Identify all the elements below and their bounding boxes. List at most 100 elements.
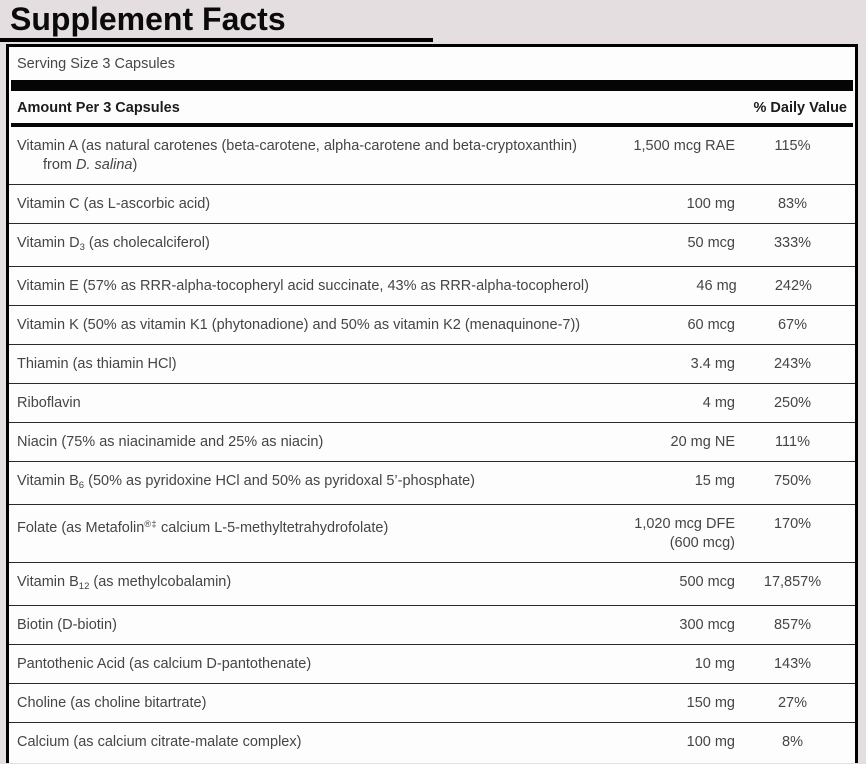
nutrient-dv: 243%: [773, 356, 812, 372]
label-segment: Thiamin (as thiamin HCl): [17, 356, 177, 372]
table-row: Choline (as choline bitartrate) 150 mg 2…: [9, 683, 855, 722]
amount-line: 46 mg: [696, 278, 737, 294]
nutrient-name: Biotin (D-biotin): [17, 616, 585, 635]
thick-divider-bar: [11, 80, 853, 91]
nutrient-amount: 100 mg: [585, 733, 735, 752]
label-segment: from: [43, 157, 77, 173]
label-line: Vitamin C (as L-ascorbic acid): [17, 195, 585, 214]
amount-line: 1,500 mcg RAE: [633, 138, 735, 154]
label-segment: Vitamin D: [17, 235, 80, 251]
label-line: Riboflavin: [17, 394, 585, 413]
label-segment: Vitamin K (50% as vitamin K1 (phytonadio…: [17, 317, 581, 333]
amount-line: 500 mcg: [679, 574, 735, 590]
nutrient-amount: 46 mg: [589, 277, 737, 296]
nutrient-dv: 170%: [773, 516, 812, 532]
label-segment: Biotin (D-biotin): [17, 617, 117, 633]
table-row: Vitamin A (as natural carotenes (beta-ca…: [9, 127, 855, 184]
label-segment: Vitamin B: [17, 473, 79, 489]
table-row: Riboflavin 4 mg 250%: [9, 383, 855, 422]
label-segment: (as cholecalciferol): [84, 235, 210, 251]
table-row: Vitamin K (50% as vitamin K1 (phytonadio…: [9, 305, 855, 344]
nutrient-dv: 83%: [777, 196, 808, 212]
nutrient-amount: 300 mcg: [585, 616, 735, 635]
nutrient-dv: 111%: [775, 434, 810, 450]
nutrient-dv: 143%: [773, 656, 812, 672]
daily-value-header: % Daily Value: [753, 100, 848, 116]
nutrient-dv: 8%: [782, 734, 803, 750]
table-row: Niacin (75% as niacinamide and 25% as ni…: [9, 422, 855, 461]
label-line: from D. salina): [17, 156, 585, 175]
label-line: Vitamin K (50% as vitamin K1 (phytonadio…: [17, 316, 585, 335]
table-row: Thiamin (as thiamin HCl) 3.4 mg 243%: [9, 344, 855, 383]
label-segment: Vitamin E (57% as RRR-alpha-tocopheryl a…: [17, 278, 589, 294]
nutrient-amount: 500 mcg: [585, 573, 735, 592]
label-segment: 6: [78, 480, 85, 491]
nutrient-name: Niacin (75% as niacinamide and 25% as ni…: [17, 433, 585, 452]
label-segment: (50% as pyridoxine HCl and 50% as pyrido…: [84, 473, 475, 489]
nutrient-amount: 150 mg: [585, 694, 735, 713]
label-line: Biotin (D-biotin): [17, 616, 585, 635]
table-row: Vitamin B6 (50% as pyridoxine HCl and 50…: [9, 461, 855, 504]
nutrient-amount: 50 mcg: [585, 234, 735, 253]
amount-line: 60 mcg: [687, 317, 735, 333]
nutrient-name: Pantothenic Acid (as calcium D-pantothen…: [17, 655, 585, 674]
amount-line: 4 mg: [702, 395, 735, 411]
label-segment: (as methylcobalamin): [89, 574, 232, 590]
amount-line: 1,020 mcg DFE: [634, 516, 735, 532]
nutrient-rows: Vitamin A (as natural carotenes (beta-ca…: [9, 127, 855, 761]
table-row: Biotin (D-biotin) 300 mcg 857%: [9, 605, 855, 644]
table-row: Vitamin D3 (as cholecalciferol) 50 mcg 3…: [9, 223, 855, 266]
label-segment: D. salina: [76, 157, 133, 173]
label-segment: ): [132, 157, 138, 173]
amount-line: 50 mcg: [687, 235, 735, 251]
nutrient-name: Vitamin B6 (50% as pyridoxine HCl and 50…: [17, 472, 585, 495]
table-header-row: Amount Per 3 Capsules % Daily Value: [9, 91, 855, 123]
label-line: Vitamin B6 (50% as pyridoxine HCl and 50…: [17, 472, 585, 495]
label-segment: 3: [79, 242, 85, 253]
nutrient-name: Vitamin C (as L-ascorbic acid): [17, 195, 585, 214]
nutrient-name: Calcium (as calcium citrate-malate compl…: [17, 733, 585, 752]
label-line: Vitamin D3 (as cholecalciferol): [17, 234, 585, 257]
table-row: Vitamin E (57% as RRR-alpha-tocopheryl a…: [9, 266, 855, 305]
nutrient-amount: 1,500 mcg RAE: [585, 137, 735, 156]
nutrient-dv: 333%: [773, 235, 812, 251]
nutrient-name: Choline (as choline bitartrate): [17, 694, 585, 713]
nutrient-name: Vitamin E (57% as RRR-alpha-tocopheryl a…: [17, 277, 589, 296]
nutrient-amount: 20 mg NE: [585, 433, 735, 452]
nutrient-amount: 1,020 mcg DFE (600 mcg): [585, 515, 735, 553]
nutrient-dv: 250%: [773, 395, 812, 411]
label-segment: Pantothenic Acid (as calcium D-pantothen…: [17, 656, 312, 672]
label-line: Pantothenic Acid (as calcium D-pantothen…: [17, 655, 585, 674]
label-line: Vitamin E (57% as RRR-alpha-tocopheryl a…: [17, 277, 589, 296]
label-segment: Choline (as choline bitartrate): [17, 695, 207, 711]
label-segment: Folate (as Metafolin: [17, 520, 145, 536]
nutrient-amount: 15 mg: [585, 472, 735, 491]
amount-line: 100 mg: [686, 196, 735, 212]
amount-line: 20 mg NE: [670, 434, 735, 450]
amount-line: 3.4 mg: [690, 356, 735, 372]
nutrient-dv: 750%: [773, 473, 812, 489]
label-line: Vitamin A (as natural carotenes (beta-ca…: [17, 137, 585, 156]
nutrient-name: Thiamin (as thiamin HCl): [17, 355, 585, 374]
label-line: Niacin (75% as niacinamide and 25% as ni…: [17, 433, 585, 452]
label-segment: ®‡: [144, 519, 157, 529]
nutrient-dv: 67%: [777, 317, 808, 333]
table-row: Vitamin C (as L-ascorbic acid) 100 mg 83…: [9, 184, 855, 223]
nutrient-dv: 242%: [774, 278, 812, 294]
amount-line: (600 mcg): [669, 535, 735, 551]
amount-line: 15 mg: [694, 473, 735, 489]
nutrient-amount: 100 mg: [585, 195, 735, 214]
amount-line: 150 mg: [686, 695, 735, 711]
amount-line: 100 mg: [686, 734, 735, 750]
nutrient-name: Folate (as Metafolin®‡ calcium L-5-methy…: [17, 515, 585, 538]
nutrient-amount: 3.4 mg: [585, 355, 735, 374]
page-title: Supplement Facts: [10, 1, 286, 37]
label-line: Folate (as Metafolin®‡ calcium L-5-methy…: [17, 515, 585, 538]
nutrient-name: Vitamin K (50% as vitamin K1 (phytonadio…: [17, 316, 585, 335]
nutrient-name: Vitamin D3 (as cholecalciferol): [17, 234, 585, 257]
label-segment: Calcium (as calcium citrate-malate compl…: [17, 734, 302, 750]
table-row: Calcium (as calcium citrate-malate compl…: [9, 722, 855, 761]
nutrient-name: Vitamin A (as natural carotenes (beta-ca…: [17, 137, 585, 175]
header-divider-rule: [11, 123, 853, 127]
label-line: Vitamin B12 (as methylcobalamin): [17, 573, 585, 596]
